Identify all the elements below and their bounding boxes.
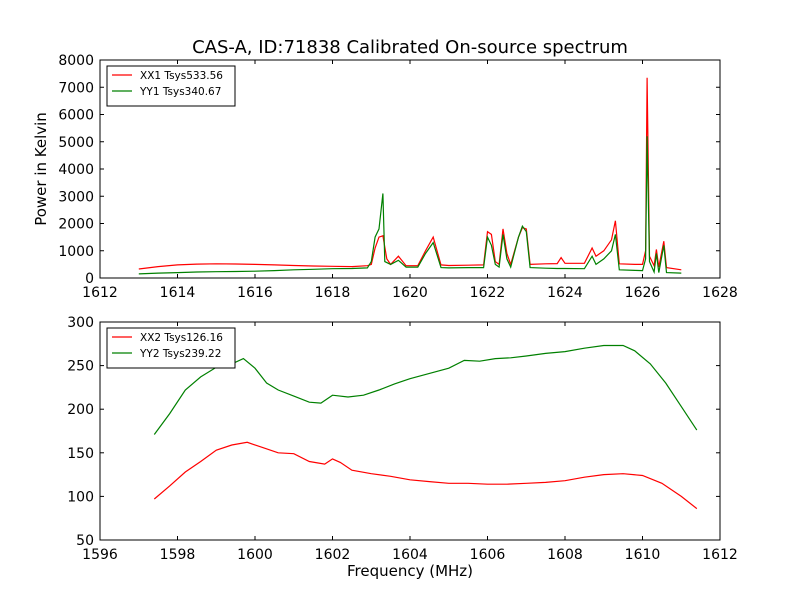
top-panel-ytick-label: 2000 <box>58 217 94 233</box>
bottom-panel-xtick-label: 1600 <box>237 547 273 563</box>
bottom-panel-xtick-label: 1604 <box>392 547 428 563</box>
figure-title: CAS-A, ID:71838 Calibrated On-source spe… <box>192 37 628 58</box>
top-panel-ytick-label: 1000 <box>58 244 94 260</box>
bottom-panel-ytick-label: 250 <box>67 359 94 375</box>
top-panel-legend-box <box>106 65 236 107</box>
top-panel-xtick-label: 1628 <box>702 285 738 301</box>
bottom-panel-series-2-line <box>153 344 698 435</box>
top-panel-ytick-label: 6000 <box>58 108 94 124</box>
top-panel-xtick-label: 1616 <box>237 285 273 301</box>
top-panel-ytick-label: 7000 <box>58 80 94 96</box>
bottom-panel-xtick-label: 1598 <box>160 547 196 563</box>
top-panel-xtick-label: 1620 <box>392 285 428 301</box>
top-panel: 1612 1614 1616 1618 1620 1622 1624 1626 1628 0 100… <box>32 53 738 301</box>
top-panel-xtick-label: 1624 <box>547 285 583 301</box>
top-panel-ticks: 1612 1614 1616 1618 1620 1622 1624 1626 1628 0 100… <box>58 53 737 301</box>
bottom-panel-xtick-label: 1606 <box>470 547 506 563</box>
bottom-panel-ytick-label: 50 <box>76 533 94 549</box>
bottom-panel-ytick-label: 100 <box>67 489 94 505</box>
bottom-panel-ytick-label: 300 <box>67 315 94 331</box>
top-panel-ytick-label: 4000 <box>58 162 94 178</box>
bottom-panel-ytick-label: 200 <box>67 402 94 418</box>
top-panel-ytick-label: 8000 <box>58 53 94 69</box>
top-panel-ytick-label: 0 <box>85 271 94 287</box>
bottom-panel-ticks: 1596 1598 1600 1602 1604 1606 1608 1610 1612 50 10… <box>67 315 738 563</box>
bottom-panel-xtick-label: 1602 <box>315 547 351 563</box>
bottom-panel-xtick-label: 1612 <box>702 547 738 563</box>
bottom-panel-legend-box <box>106 327 236 369</box>
bottom-panel-xtick-label: 1596 <box>82 547 118 563</box>
bottom-panel-xlabel: Frequency (MHz) <box>347 562 473 580</box>
top-panel-legend-label-2: YY1 Tsys340.67 <box>139 86 221 98</box>
top-panel-series-1-line <box>138 77 682 271</box>
bottom-panel-xtick-label: 1608 <box>547 547 583 563</box>
bottom-panel-series-1-line <box>153 441 698 510</box>
top-panel-xtick-label: 1626 <box>625 285 661 301</box>
bottom-panel-legend: XX2 Tsys126.16 YY2 Tsys239.22 <box>106 327 236 369</box>
top-panel-series-2-line <box>138 136 682 275</box>
bottom-panel-legend-label-1: XX2 Tsys126.16 <box>140 332 223 344</box>
top-panel-xtick-label: 1612 <box>82 285 118 301</box>
bottom-panel-ytick-label: 150 <box>67 446 94 462</box>
top-panel-xtick-label: 1622 <box>470 285 506 301</box>
top-panel-ytick-label: 5000 <box>58 135 94 151</box>
top-panel-ytick-label: 3000 <box>58 189 94 205</box>
bottom-panel-legend-label-2: YY2 Tsys239.22 <box>139 348 221 360</box>
bottom-panel-xtick-label: 1610 <box>625 547 661 563</box>
top-panel-xtick-label: 1614 <box>160 285 196 301</box>
top-panel-xtick-label: 1618 <box>315 285 351 301</box>
bottom-panel: 1596 1598 1600 1602 1604 1606 1608 1610 1612 50 10… <box>67 315 738 580</box>
top-panel-legend-label-1: XX1 Tsys533.56 <box>140 70 223 82</box>
top-panel-legend: XX1 Tsys533.56 YY1 Tsys340.67 <box>106 65 236 107</box>
top-panel-series <box>138 77 682 275</box>
bottom-panel-series <box>153 344 698 510</box>
top-panel-ylabel: Power in Kelvin <box>32 112 50 226</box>
